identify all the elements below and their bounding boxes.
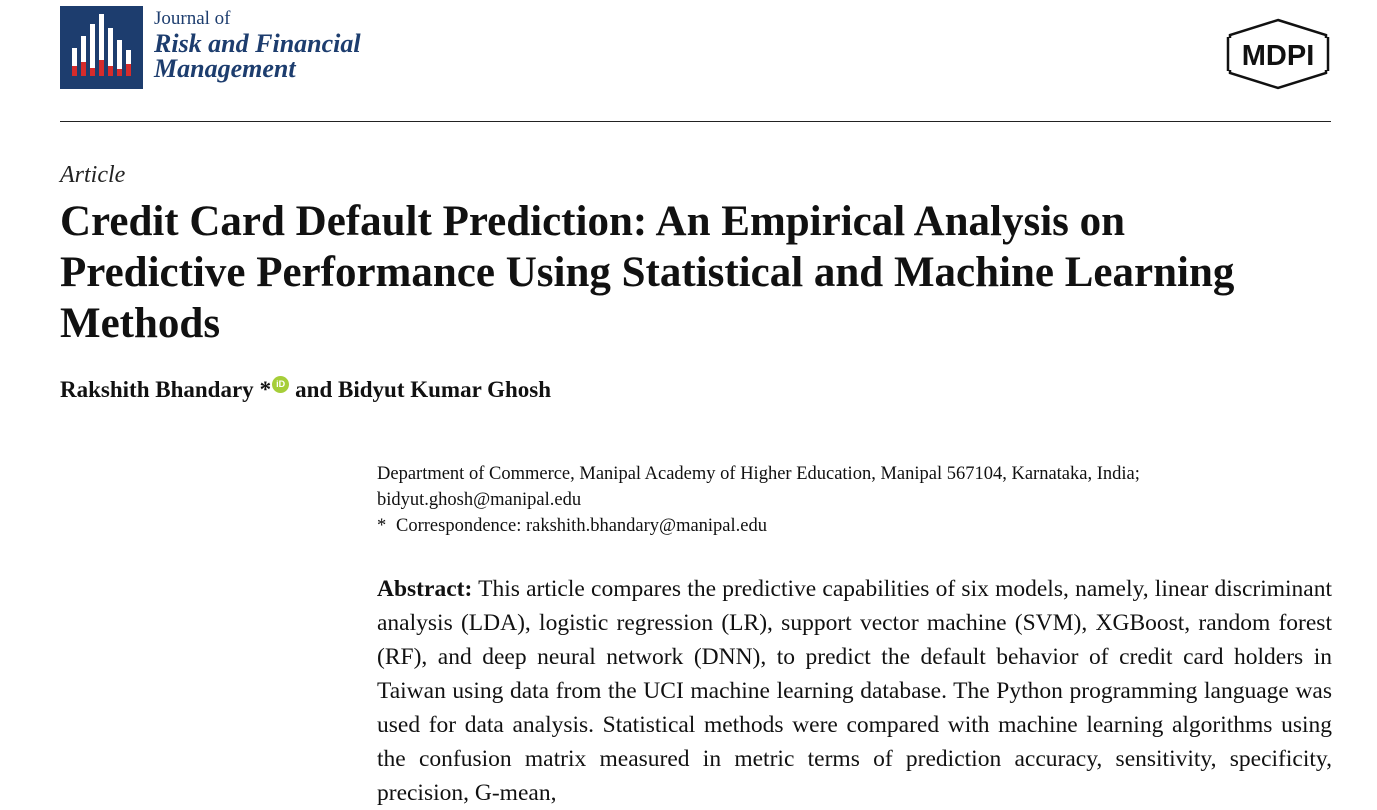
publisher-logo-text: MDPI	[1242, 40, 1315, 72]
author-name: Rakshith Bhandary	[60, 377, 254, 402]
author-name: and Bidyut Kumar Ghosh	[295, 377, 552, 402]
journal-name-line1: Journal of	[154, 8, 231, 29]
affiliations: Department of Commerce, Manipal Academy …	[377, 461, 1337, 539]
affiliation-line: Department of Commerce, Manipal Academy …	[377, 464, 1140, 484]
author-list: Rakshith Bhandary * iD and Bidyut Kumar …	[60, 375, 552, 403]
corresponding-author-mark: *	[259, 377, 272, 402]
correspondence-line: * Correspondence: rakshith.bhandary@manip…	[377, 513, 1337, 539]
correspondence-text: Correspondence: rakshith.bhandary@manipa…	[396, 516, 767, 536]
article-type: Article	[60, 162, 126, 188]
abstract-label: Abstract:	[377, 576, 473, 602]
journal-name-line3: Management	[154, 54, 296, 83]
journal-logo	[60, 6, 143, 89]
publisher-logo: MDPI	[1222, 18, 1334, 90]
header-divider	[60, 121, 1331, 122]
affiliation-email[interactable]: bidyut.ghosh@manipal.edu	[377, 490, 582, 510]
journal-name: Journal of Risk and Financial Management	[154, 8, 361, 83]
journal-name-line2: Risk and Financial	[154, 29, 361, 58]
abstract-text: This article compares the predictive cap…	[377, 576, 1333, 806]
correspondence-mark: *	[377, 516, 387, 536]
abstract: Abstract: This article compares the pred…	[377, 572, 1332, 810]
orcid-icon[interactable]: iD	[272, 375, 290, 393]
article-title: Credit Card Default Prediction: An Empir…	[60, 198, 1235, 347]
